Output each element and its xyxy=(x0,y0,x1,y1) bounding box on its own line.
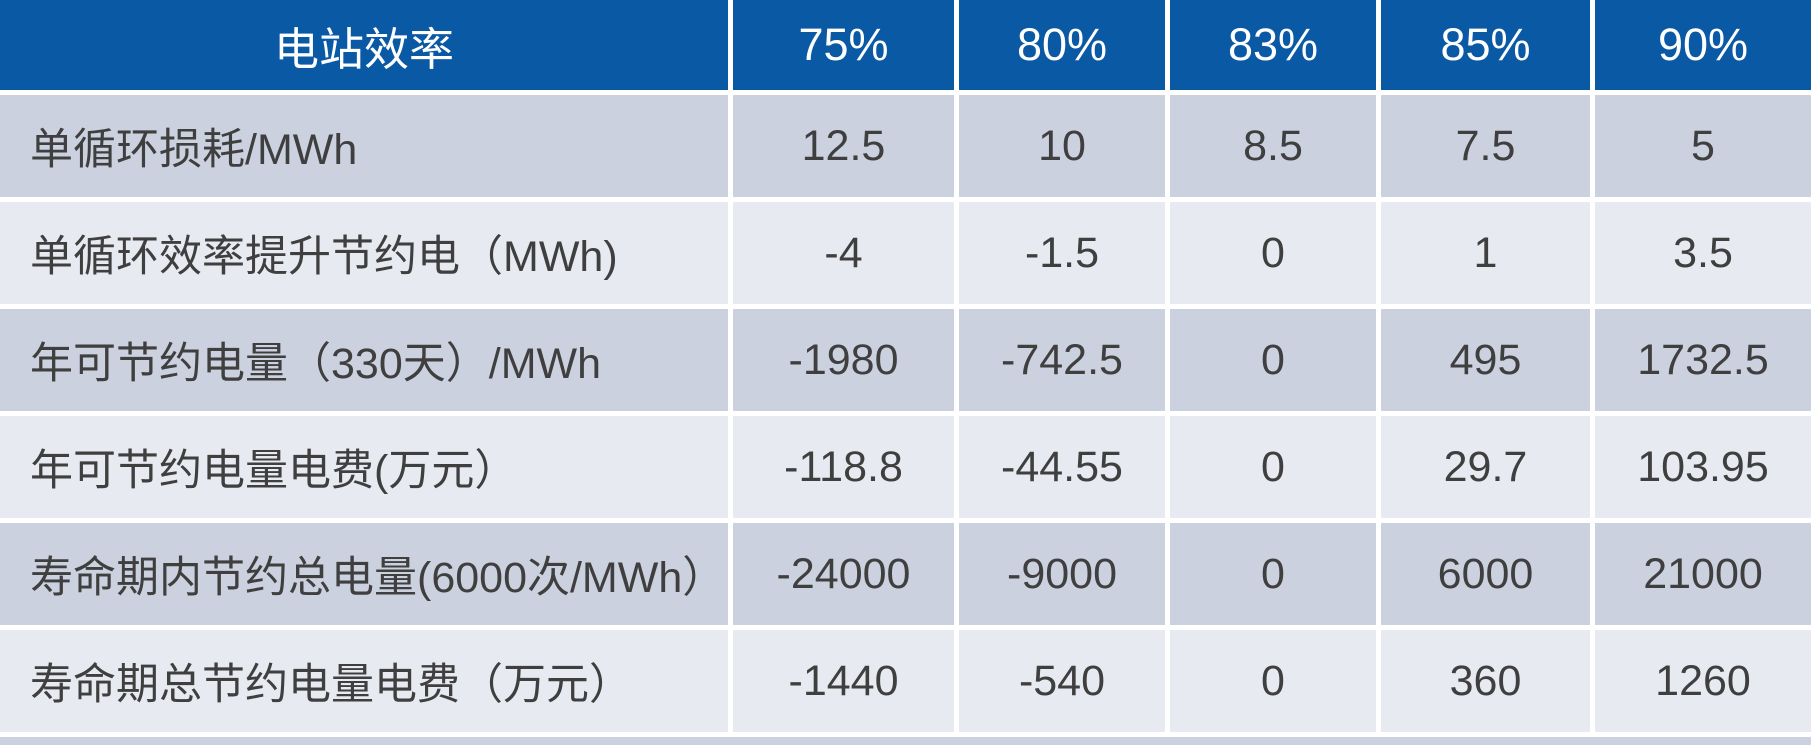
data-cell: 0 xyxy=(1170,309,1376,411)
row-label: 单循环损耗/MWh xyxy=(0,95,728,197)
data-cell: 3.5 xyxy=(1595,202,1811,304)
data-cell: 5 xyxy=(1595,95,1811,197)
data-cell: 1732.5 xyxy=(1595,309,1811,411)
data-cell: 0 xyxy=(1170,523,1376,625)
data-cell: -4 xyxy=(733,202,954,304)
row-label: 寿命期总节约电量电费（万元） xyxy=(0,630,728,732)
table-header-title: 电站效率 xyxy=(0,0,728,90)
table-header-col-83: 83% xyxy=(1170,0,1376,90)
data-cell: -540 xyxy=(959,630,1165,732)
data-cell: -9000 xyxy=(959,523,1165,625)
data-cell: 8.5 xyxy=(1170,95,1376,197)
data-cell: 1260 xyxy=(1595,630,1811,732)
table-bottom-edge xyxy=(0,737,1811,745)
data-cell: 10 xyxy=(959,95,1165,197)
data-cell: -742.5 xyxy=(959,309,1165,411)
data-cell: 103.95 xyxy=(1595,416,1811,518)
data-cell: 0 xyxy=(1170,416,1376,518)
table-header-col-90: 90% xyxy=(1595,0,1811,90)
data-cell: 360 xyxy=(1381,630,1590,732)
data-cell: -1440 xyxy=(733,630,954,732)
data-cell: -1.5 xyxy=(959,202,1165,304)
data-cell: 21000 xyxy=(1595,523,1811,625)
table-header-col-75: 75% xyxy=(733,0,954,90)
data-cell: 0 xyxy=(1170,202,1376,304)
data-cell: 1 xyxy=(1381,202,1590,304)
row-label: 年可节约电量（330天）/MWh xyxy=(0,309,728,411)
data-cell: 6000 xyxy=(1381,523,1590,625)
table-header-col-80: 80% xyxy=(959,0,1165,90)
row-label: 单循环效率提升节约电（MWh) xyxy=(0,202,728,304)
data-cell: -118.8 xyxy=(733,416,954,518)
data-cell: -44.55 xyxy=(959,416,1165,518)
data-cell: -1980 xyxy=(733,309,954,411)
table-header-col-85: 85% xyxy=(1381,0,1590,90)
data-cell: 29.7 xyxy=(1381,416,1590,518)
data-cell: 7.5 xyxy=(1381,95,1590,197)
data-cell: -24000 xyxy=(733,523,954,625)
data-cell: 0 xyxy=(1170,630,1376,732)
data-cell: 12.5 xyxy=(733,95,954,197)
row-label: 寿命期内节约总电量(6000次/MWh） xyxy=(0,523,728,625)
row-label: 年可节约电量电费(万元） xyxy=(0,416,728,518)
data-cell: 495 xyxy=(1381,309,1590,411)
